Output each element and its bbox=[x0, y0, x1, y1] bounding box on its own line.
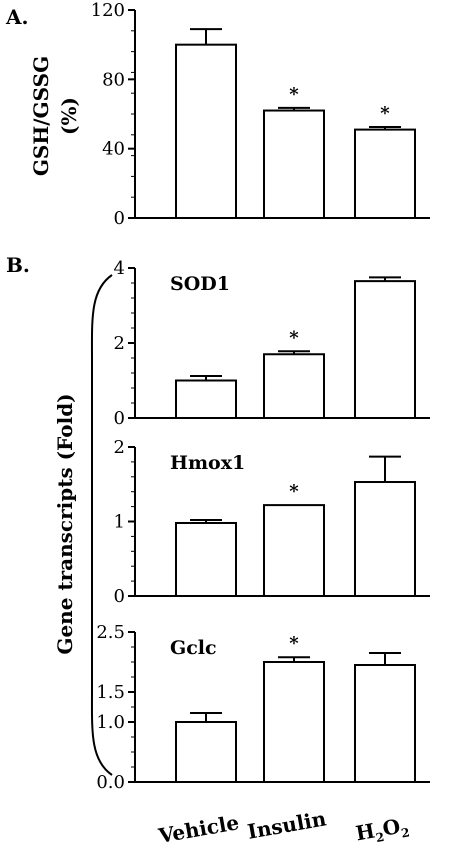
bar-vehicle bbox=[175, 521, 237, 597]
h2o2-h: H bbox=[354, 818, 377, 845]
bar-insulin bbox=[263, 109, 325, 219]
significance-star: * bbox=[380, 103, 390, 124]
significance-star: * bbox=[289, 481, 299, 502]
significance-star: * bbox=[289, 327, 299, 348]
y-tick-label: 0 bbox=[114, 408, 125, 429]
x-label-insulin: Insulin bbox=[246, 806, 329, 844]
gene-label: Hmox1 bbox=[170, 452, 245, 474]
bar-vehicle bbox=[175, 379, 237, 419]
bar-h2o2 bbox=[354, 481, 416, 598]
panel-a: 0 40 80 120 * * bbox=[91, 0, 430, 229]
gene-label: Gclc bbox=[170, 637, 217, 659]
x-label-vehicle: Vehicle bbox=[156, 810, 241, 846]
h2o2-o: O bbox=[381, 814, 402, 841]
x-label-h2o2: H2O2 bbox=[354, 813, 411, 846]
y-tick-label: 0 bbox=[114, 208, 125, 229]
panel-b-sod1: 0 2 4 * SOD1 bbox=[114, 258, 430, 429]
panel-b-shared-ylabel: Gene transcripts (Fold) bbox=[53, 393, 77, 654]
y-tick-label: 1.5 bbox=[96, 682, 125, 703]
bar-insulin bbox=[263, 504, 325, 597]
bar-vehicle bbox=[175, 43, 237, 219]
significance-star: * bbox=[289, 633, 299, 654]
panel-a-ylabel-line1: GSH/GSSG bbox=[29, 56, 53, 176]
significance-star: * bbox=[289, 84, 299, 105]
y-tick-label: 0.0 bbox=[96, 772, 125, 793]
panel-a-ylabel-line2: (%) bbox=[57, 97, 81, 135]
h2o2-sub1: 2 bbox=[375, 830, 386, 845]
bar-h2o2 bbox=[354, 664, 416, 783]
panel-b-hmox1: 0 1 2 * Hmox1 bbox=[114, 437, 430, 607]
y-tick-label: 40 bbox=[102, 139, 125, 160]
bar-h2o2 bbox=[354, 128, 416, 220]
panel-b-gclc: 0.0 1.0 1.5 2.5 * Gclc bbox=[96, 622, 430, 793]
y-tick-label: 1.0 bbox=[96, 712, 125, 733]
y-tick-label: 120 bbox=[91, 0, 125, 21]
bar-insulin bbox=[263, 661, 325, 783]
panel-label-a: A. bbox=[5, 5, 28, 29]
y-tick-label: 4 bbox=[114, 258, 125, 279]
panel-label-b: B. bbox=[6, 253, 30, 277]
y-tick-label: 2 bbox=[114, 437, 125, 458]
bar-insulin bbox=[263, 353, 325, 419]
panel-b-brace bbox=[90, 274, 113, 776]
y-tick-label: 2 bbox=[114, 333, 125, 354]
y-tick-label: 0 bbox=[114, 586, 125, 607]
y-tick-label: 2.5 bbox=[96, 622, 125, 643]
h2o2-sub2: 2 bbox=[400, 825, 411, 840]
gene-label: SOD1 bbox=[170, 273, 230, 295]
y-tick-label: 80 bbox=[102, 69, 125, 90]
y-tick-label: 1 bbox=[114, 512, 125, 533]
bar-h2o2 bbox=[354, 280, 416, 419]
bar-vehicle bbox=[175, 721, 237, 783]
